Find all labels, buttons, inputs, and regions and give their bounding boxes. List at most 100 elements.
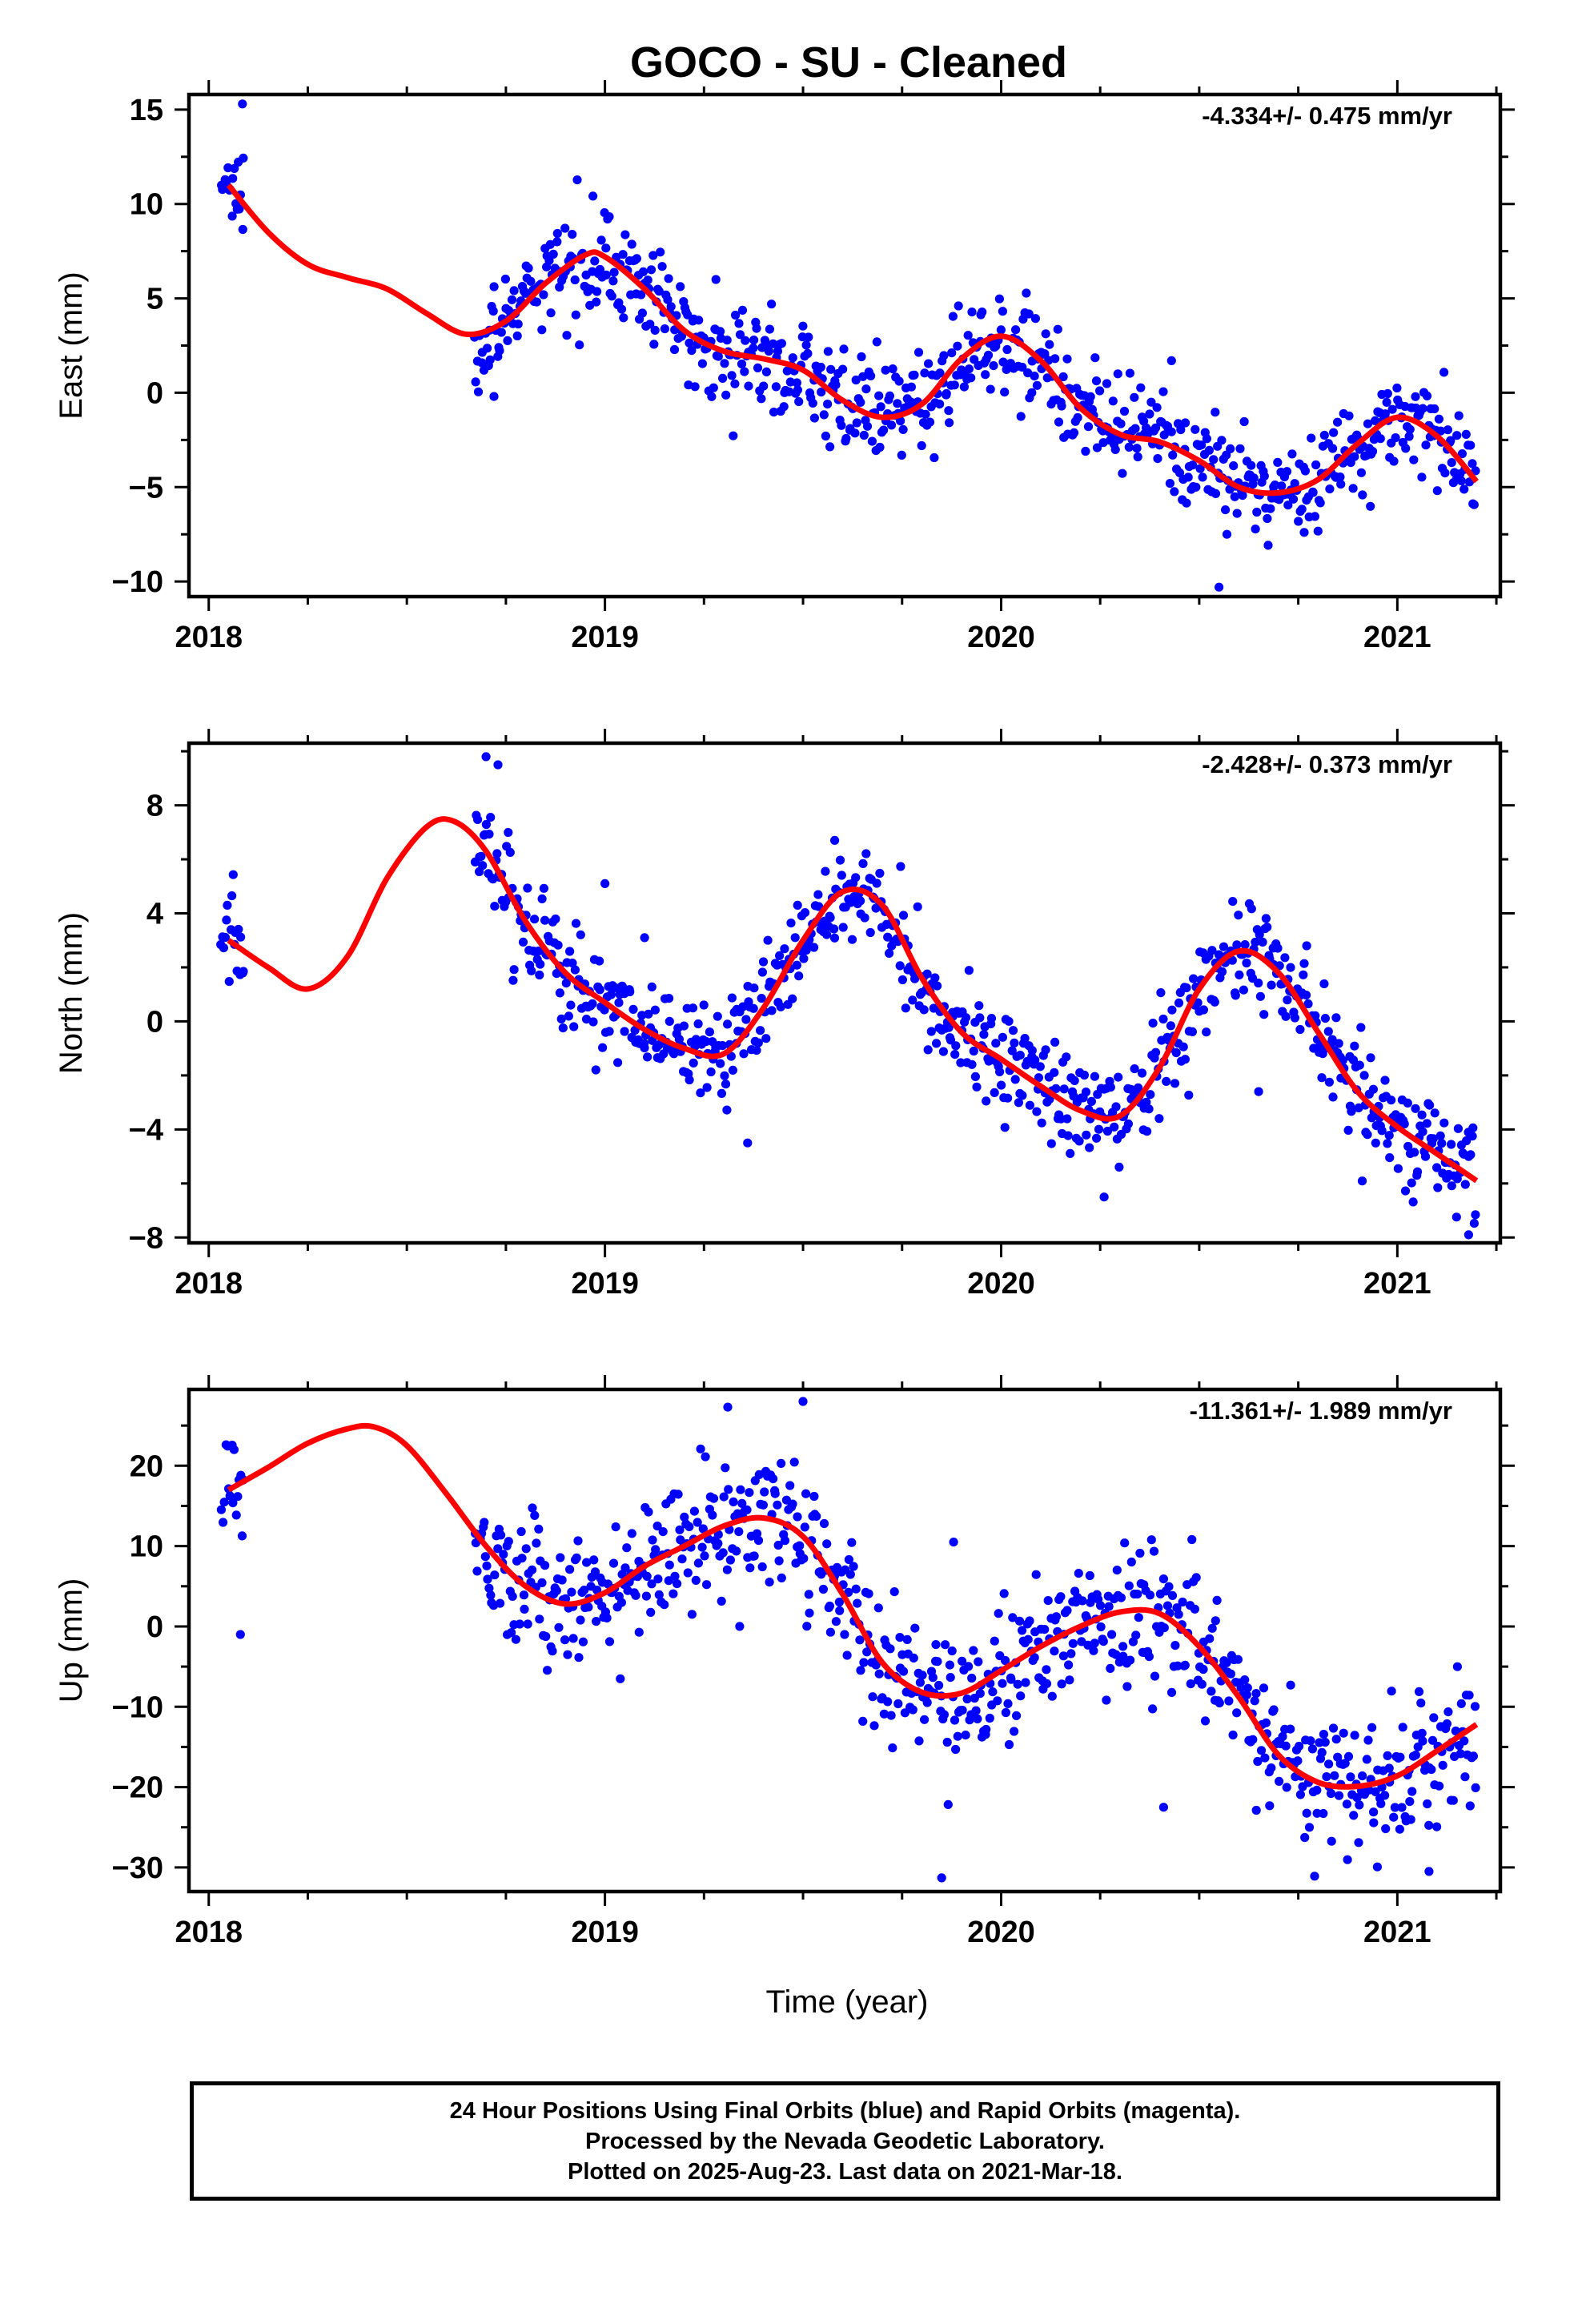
data-point — [1182, 983, 1191, 993]
data-point — [509, 286, 519, 296]
data-point — [581, 1015, 592, 1024]
x-tick-label: 2021 — [1363, 1916, 1431, 1949]
data-point — [1323, 1027, 1333, 1036]
data-point — [922, 1698, 932, 1707]
data-point — [679, 1021, 689, 1031]
data-point — [1062, 354, 1072, 364]
data-point — [632, 254, 642, 263]
data-point — [809, 943, 819, 952]
data-point — [1023, 368, 1033, 378]
data-point — [886, 1711, 896, 1720]
data-point — [906, 382, 916, 392]
data-point — [917, 1671, 927, 1680]
data-point — [1184, 1090, 1194, 1100]
data-point — [1230, 492, 1239, 501]
data-point — [1432, 1822, 1442, 1831]
data-point — [809, 1491, 819, 1502]
data-point — [1191, 424, 1200, 434]
data-point — [1064, 1660, 1074, 1670]
data-point — [933, 981, 942, 991]
data-point — [1070, 1076, 1079, 1085]
data-point — [1083, 1640, 1093, 1650]
data-point — [1317, 1073, 1327, 1083]
data-point — [1068, 1638, 1078, 1648]
data-point — [1312, 1785, 1322, 1795]
data-point — [949, 1538, 958, 1547]
data-point — [578, 1637, 588, 1647]
data-point — [1050, 354, 1060, 364]
data-point — [701, 1452, 710, 1462]
data-point — [898, 424, 908, 435]
data-point — [488, 306, 498, 316]
data-point — [527, 966, 536, 975]
data-point — [881, 365, 890, 375]
data-point — [544, 255, 554, 265]
data-point — [883, 932, 893, 942]
data-point — [1371, 1138, 1380, 1148]
data-point — [604, 1637, 615, 1647]
data-point — [1065, 1675, 1074, 1685]
data-point — [1209, 455, 1219, 464]
data-point — [1340, 1759, 1350, 1768]
data-point — [496, 328, 506, 337]
data-point — [1432, 1163, 1442, 1172]
data-point — [994, 294, 1004, 304]
data-point — [504, 827, 513, 838]
data-point — [1315, 1041, 1325, 1051]
data-point — [897, 450, 906, 460]
data-point — [480, 1552, 490, 1562]
data-point — [618, 250, 628, 259]
data-point — [1369, 1818, 1379, 1827]
data-point — [627, 239, 636, 249]
data-point — [224, 977, 234, 987]
data-point — [530, 1510, 540, 1520]
data-point — [993, 1696, 1002, 1706]
data-point — [763, 935, 773, 945]
data-point — [1114, 1162, 1124, 1172]
data-point — [974, 1657, 983, 1667]
data-point — [893, 1699, 903, 1709]
data-point — [819, 1518, 829, 1529]
data-point — [1295, 1024, 1305, 1035]
data-point — [760, 1487, 769, 1497]
data-point — [1182, 498, 1191, 508]
data-point — [535, 970, 544, 980]
data-point — [1046, 1139, 1056, 1148]
data-point — [1066, 1148, 1075, 1158]
data-point — [1199, 1664, 1208, 1675]
data-point — [1174, 468, 1185, 478]
data-point — [627, 1529, 636, 1538]
data-point — [228, 870, 238, 879]
data-point — [493, 1544, 503, 1554]
data-point — [1468, 459, 1477, 468]
data-point — [696, 1088, 705, 1098]
data-point — [780, 1536, 790, 1546]
data-point — [726, 1051, 736, 1061]
data-point — [1270, 480, 1280, 490]
data-point — [1324, 1077, 1334, 1087]
data-point — [595, 956, 604, 966]
data-point — [1300, 466, 1310, 476]
data-point — [1454, 411, 1464, 420]
data-point — [480, 1518, 489, 1527]
data-point — [879, 1709, 889, 1719]
data-point — [713, 1011, 722, 1021]
data-point — [1008, 1613, 1018, 1622]
data-point — [500, 274, 511, 284]
data-point — [804, 1590, 813, 1599]
data-point — [721, 1463, 730, 1473]
data-point — [1004, 1739, 1014, 1750]
data-point — [222, 915, 231, 925]
data-point — [1273, 457, 1283, 468]
data-point — [1282, 1783, 1291, 1792]
data-point — [1310, 512, 1319, 521]
data-point — [1104, 1602, 1114, 1611]
data-point — [1452, 1212, 1461, 1222]
data-point — [1011, 325, 1021, 335]
data-point — [731, 310, 741, 320]
data-point — [1062, 1606, 1072, 1615]
data-point — [699, 1000, 709, 1010]
data-point — [1069, 428, 1079, 438]
data-point — [1150, 1671, 1160, 1681]
data-point — [676, 282, 685, 292]
